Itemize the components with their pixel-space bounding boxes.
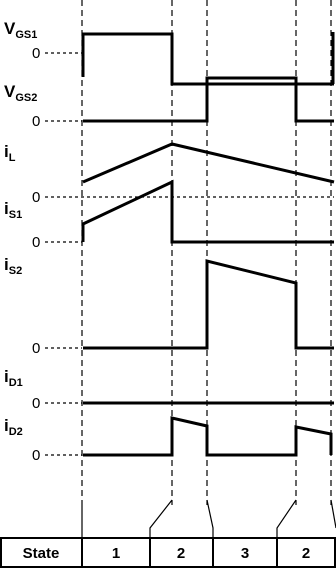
- signal-vgs2: VGS2 0: [4, 76, 334, 130]
- il-waveform: [82, 142, 335, 184]
- state-table-border: [0, 537, 336, 568]
- state-table: State 1 2 3 2: [0, 537, 336, 568]
- id1-zero-label: 0: [32, 395, 40, 412]
- state-cell-2: 2: [177, 545, 185, 562]
- id2-waveform: [83, 416, 333, 457]
- vgs1-waveform: [81, 32, 334, 86]
- is1-label: iS1: [4, 199, 22, 221]
- il-label: iL: [4, 142, 16, 164]
- connector-3: [276, 499, 297, 538]
- connector-2: [206, 499, 214, 538]
- signal-is2: iS2 0: [4, 255, 334, 357]
- connector-1: [149, 499, 173, 538]
- signal-id2: iD2 0: [4, 416, 333, 464]
- is1-waveform: [81, 179, 334, 244]
- signal-is1: iS1 0: [4, 179, 334, 251]
- id1-label: iD1: [4, 367, 23, 389]
- is1-zero-label: 0: [32, 234, 40, 251]
- is2-label: iS2: [4, 255, 22, 277]
- is2-zero-label: 0: [32, 340, 40, 357]
- state-cell-3: 3: [241, 545, 249, 562]
- vgs2-waveform: [83, 76, 334, 123]
- vgs2-zero-label: 0: [32, 113, 40, 130]
- signal-vgs1: VGS1 0: [4, 19, 335, 86]
- state-cell-1: 1: [112, 545, 120, 562]
- state-header: State: [23, 545, 60, 562]
- state-connectors: [81, 499, 336, 538]
- vgs1-label: VGS1: [4, 19, 37, 41]
- state-cell-4: 2: [302, 545, 310, 562]
- vgs2-label: VGS2: [4, 82, 37, 104]
- il-zero-label: 0: [32, 189, 40, 206]
- signal-il: iL 0: [4, 142, 335, 206]
- signal-id1: iD1 0: [4, 367, 334, 412]
- is2-waveform: [83, 259, 334, 350]
- connector-4: [330, 499, 336, 529]
- vgs1-zero-label: 0: [32, 45, 40, 62]
- id2-label: iD2: [4, 416, 23, 438]
- id2-zero-label: 0: [32, 447, 40, 464]
